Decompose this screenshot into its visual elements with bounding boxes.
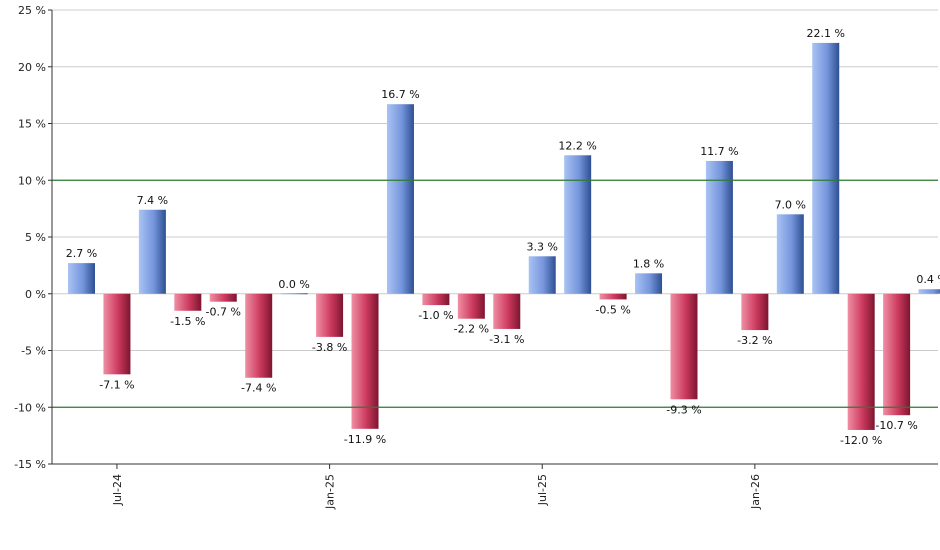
bar [280, 293, 308, 295]
data-label: -2.2 % [454, 323, 489, 336]
data-label: -11.9 % [344, 433, 386, 446]
bar [68, 263, 95, 294]
bar [883, 293, 911, 416]
y-tick-label: -15 % [14, 458, 46, 471]
bar [670, 293, 698, 400]
y-tick-label: 5 % [25, 231, 46, 244]
bar [386, 104, 414, 294]
data-label: -0.7 % [206, 306, 241, 319]
bar [847, 293, 875, 430]
gridlines [52, 9, 938, 465]
bar [138, 209, 166, 294]
bar [351, 293, 379, 429]
axes: 25 % 20 % 15 % 10 % 5 % 0 % -5 % -10 % -15 % Jul-… [14, 4, 938, 510]
y-tick-label: 15 % [18, 118, 46, 131]
data-label: -12.0 % [840, 434, 882, 447]
data-label: 3.3 % [526, 240, 557, 253]
data-label: 16.7 % [381, 88, 419, 101]
data-label: -3.8 % [312, 341, 347, 354]
y-tick-label: 20 % [18, 61, 46, 74]
data-label: -7.4 % [241, 382, 276, 395]
bar [741, 293, 769, 331]
data-label: 1.8 % [633, 257, 664, 270]
y-tick-label: 10 % [18, 174, 46, 187]
y-tick-label: -5 % [21, 345, 46, 358]
data-label: 0.0 % [278, 278, 309, 291]
data-label: -1.0 % [418, 309, 453, 322]
data-label: 7.4 % [137, 194, 168, 207]
data-label: -3.1 % [489, 333, 524, 346]
bar [209, 293, 237, 302]
y-tick-label: 25 % [18, 4, 46, 17]
bar [174, 293, 202, 311]
data-labels: 2.7 % -7.1 % 7.4 % -1.5 %-0.7 % -7.4 % 0.0 % -… [66, 27, 940, 447]
data-label: 7.0 % [775, 198, 806, 211]
data-label: 12.2 % [558, 139, 596, 152]
data-label: 11.7 % [700, 145, 738, 158]
data-label: 0.4 % [916, 273, 940, 286]
bars [68, 42, 940, 430]
data-label: -0.5 % [595, 303, 630, 316]
bar [599, 293, 627, 300]
x-tick-label: Jan-25 [324, 474, 337, 510]
bar [245, 293, 273, 378]
reference-lines [52, 179, 938, 408]
bar [493, 293, 521, 329]
x-tick-label: Jul-25 [536, 474, 549, 506]
bar [705, 160, 733, 294]
x-tick-label: Jul-24 [111, 474, 124, 506]
y-tick-label: 0 % [25, 288, 46, 301]
data-label: -10.7 % [875, 419, 917, 432]
bar [422, 293, 450, 306]
data-label: 22.1 % [807, 27, 845, 40]
bar [635, 273, 663, 294]
y-tick-label: -10 % [14, 401, 46, 414]
bar [103, 293, 131, 375]
bar [316, 293, 344, 337]
data-label: -9.3 % [666, 403, 701, 416]
data-label: -1.5 % [170, 315, 205, 328]
data-label: 2.7 % [66, 247, 97, 260]
bar [457, 293, 485, 319]
data-label: -3.2 % [737, 334, 772, 347]
bar [776, 214, 804, 294]
x-tick-label: Jan-26 [749, 474, 762, 510]
bar [528, 256, 556, 294]
bar [564, 155, 592, 294]
bar [918, 289, 940, 294]
bar [812, 42, 840, 294]
data-label: -7.1 % [99, 378, 134, 391]
